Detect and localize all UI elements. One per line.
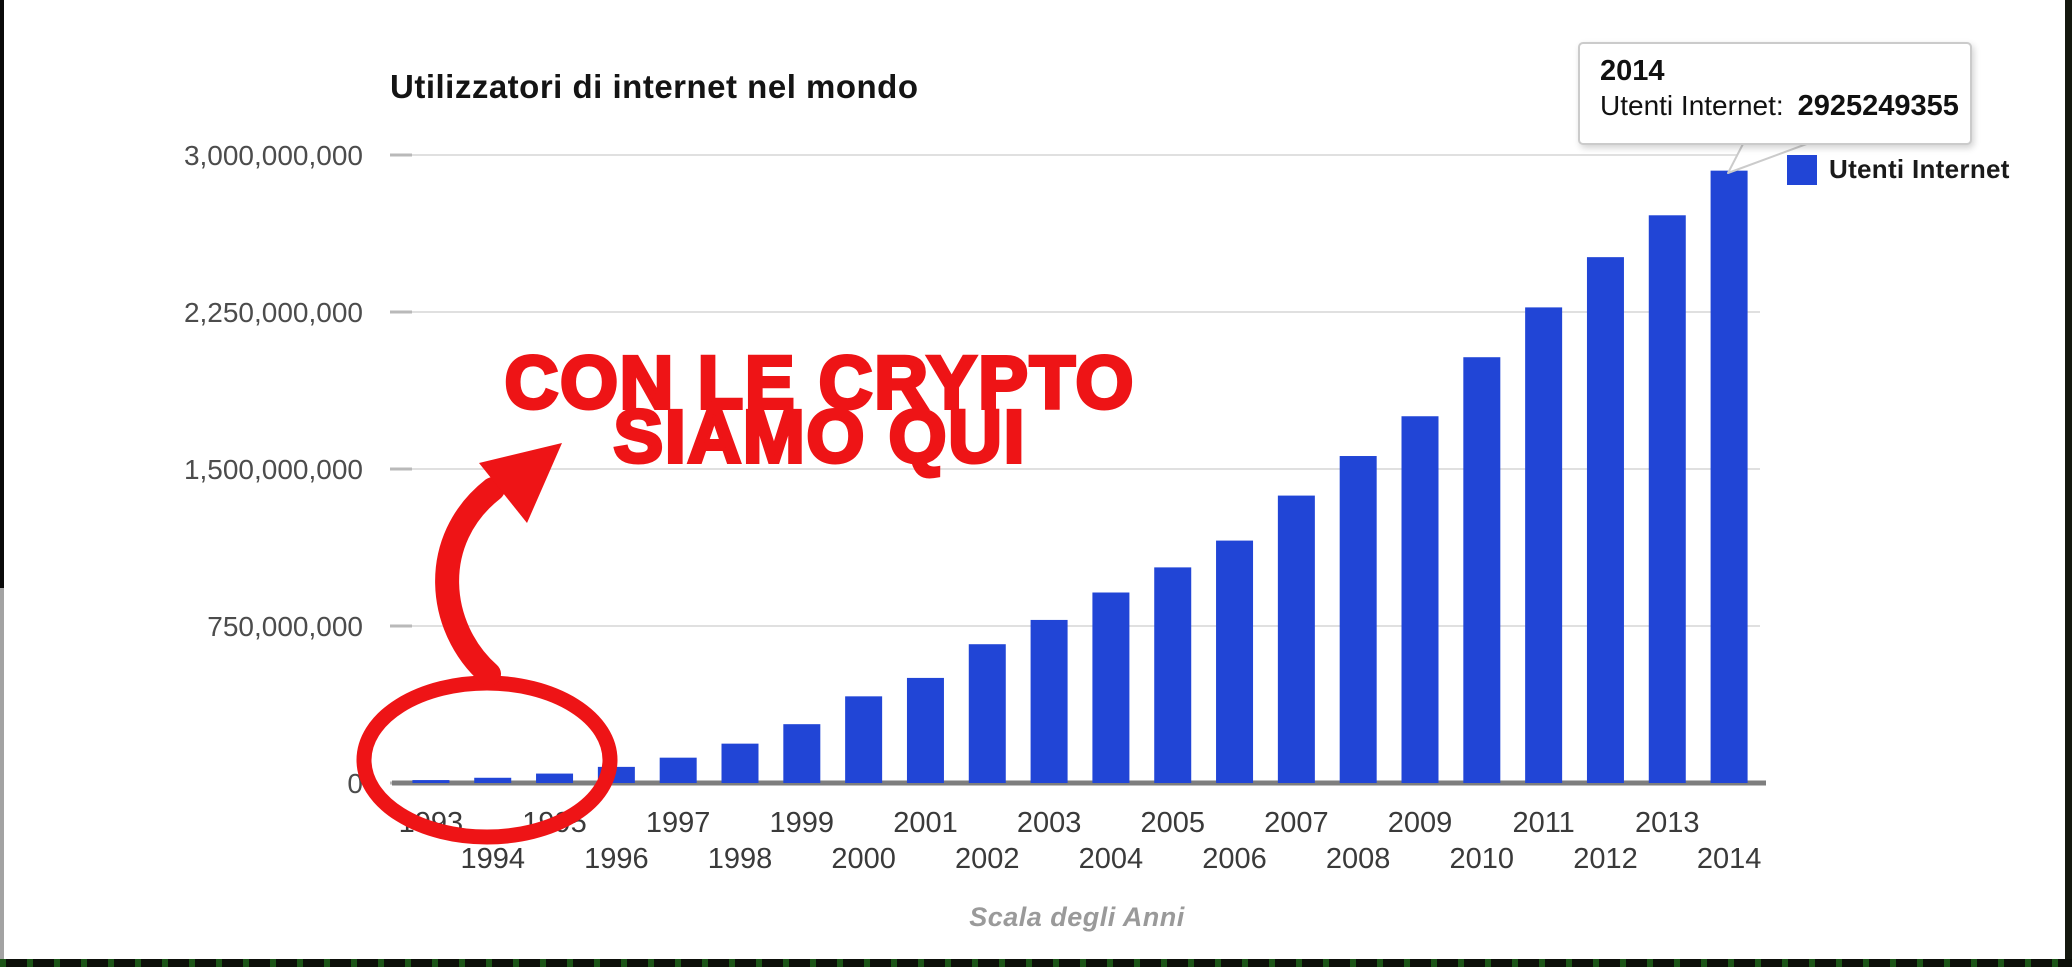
frame-left-border (0, 0, 4, 588)
bar-2013[interactable] (1648, 215, 1686, 784)
bar-2001[interactable] (906, 677, 944, 783)
x-axis-label-2012: 2012 (1573, 843, 1638, 875)
x-axis-label-1997: 1997 (646, 807, 711, 839)
x-axis-label-2014: 2014 (1697, 843, 1762, 875)
legend-label: Utenti Internet (1829, 154, 2010, 184)
bar-2000[interactable] (845, 696, 883, 783)
annotation-arrow-head (479, 443, 562, 523)
bar-2006[interactable] (1216, 540, 1254, 783)
bar-2002[interactable] (968, 644, 1006, 783)
x-axis-label-2004: 2004 (1079, 843, 1144, 875)
x-axis-label-1994: 1994 (460, 843, 525, 875)
legend-color-swatch (1787, 154, 1817, 185)
x-axis-label-1996: 1996 (584, 843, 649, 875)
x-axis-label-2011: 2011 (1512, 807, 1574, 839)
bar-2004[interactable] (1092, 592, 1130, 783)
frame-bottom-strip (0, 959, 2072, 967)
bar-2012[interactable] (1586, 257, 1624, 783)
y-axis-label: 750,000,000 (207, 611, 363, 642)
bar-1998[interactable] (721, 743, 759, 783)
x-axis-label-1999: 1999 (770, 807, 835, 839)
annotation-text-line1: CON LE CRYPTO (503, 341, 1136, 424)
x-axis-label-2013: 2013 (1635, 807, 1700, 839)
bar-2008[interactable] (1339, 456, 1377, 783)
bar-2011[interactable] (1525, 307, 1563, 783)
tooltip-series-label: Utenti Internet: (1600, 90, 1784, 121)
bar-1999[interactable] (783, 724, 821, 783)
x-axis-label-2008: 2008 (1326, 843, 1391, 875)
y-axis-label: 1,500,000,000 (184, 454, 363, 485)
x-axis-label-2003: 2003 (1017, 807, 1082, 839)
x-axis-label-2009: 2009 (1388, 807, 1453, 839)
bar-2007[interactable] (1277, 495, 1315, 783)
y-axis-label: 3,000,000,000 (184, 140, 363, 171)
legend: Utenti Internet (1787, 154, 2010, 185)
tooltip-row: Utenti Internet: 2925249355 (1600, 88, 1970, 124)
bar-1995[interactable] (536, 773, 574, 783)
x-axis-label-2006: 2006 (1202, 843, 1267, 875)
x-axis-label-1998: 1998 (708, 843, 773, 875)
x-axis-label-2002: 2002 (955, 843, 1020, 875)
annotation-arrow-shaft (435, 477, 505, 686)
x-axis-label-2010: 2010 (1450, 843, 1515, 875)
bar-2005[interactable] (1154, 567, 1192, 783)
annotation-text-line2: SIAMO QUI (612, 395, 1027, 478)
bar-2010[interactable] (1463, 357, 1501, 783)
tooltip: 2014 Utenti Internet: 2925249355 (1578, 42, 1972, 145)
chart-title: Utilizzatori di internet nel mondo (390, 68, 919, 105)
frame-left-border-lower (0, 588, 4, 960)
bar-2014[interactable] (1710, 170, 1748, 783)
tooltip-value: 2925249355 (1797, 90, 1959, 122)
frame-right-border (2065, 0, 2072, 960)
x-axis-label-2007: 2007 (1264, 807, 1329, 839)
y-axis-label: 2,250,000,000 (184, 297, 363, 328)
bar-2009[interactable] (1401, 416, 1439, 783)
bar-1997[interactable] (659, 757, 697, 783)
x-axis-label-2005: 2005 (1140, 807, 1205, 839)
bar-1993[interactable] (412, 780, 450, 783)
bar-1994[interactable] (474, 777, 512, 783)
tooltip-year: 2014 (1600, 55, 1665, 87)
x-axis-label-2001: 2001 (893, 807, 958, 839)
bar-2003[interactable] (1030, 619, 1068, 783)
x-axis-title: Scala degli Anni (969, 902, 1185, 932)
x-axis-label-2000: 2000 (831, 843, 896, 875)
annotation-circle (356, 675, 618, 845)
